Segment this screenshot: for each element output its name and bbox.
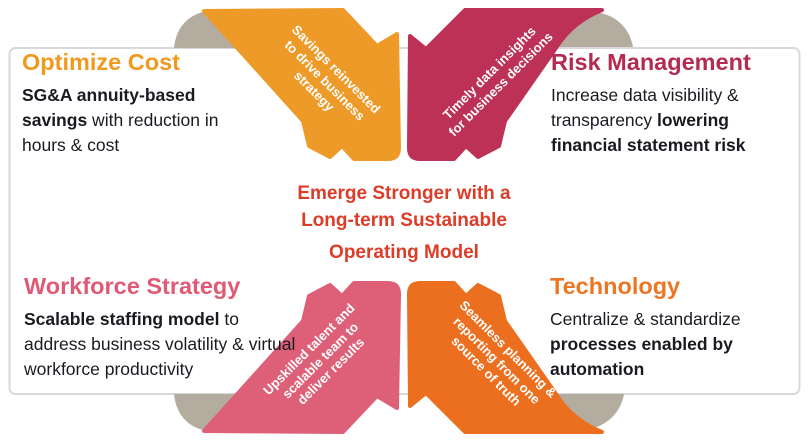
risk-management-body-lead: Increase data visibility & transparency [551, 85, 739, 130]
center-message-line: Long-term Sustainable [301, 210, 507, 231]
technology-body-lead: Centralize & standardize [550, 309, 741, 329]
workforce-strategy-title: Workforce Strategy [24, 273, 241, 299]
center-message-line: Operating Model [329, 242, 479, 263]
technology-title: Technology [550, 273, 681, 299]
workforce-strategy-body: Scalable staffing model to address busin… [24, 307, 296, 382]
panel-background [8, 47, 801, 395]
optimize-cost-body-bold: SG&A annuity-based savings [22, 85, 196, 130]
workforce-strategy-body-bold: Scalable staffing model [24, 309, 220, 329]
quadrant-technology: Technology Centralize & standardize proc… [550, 272, 785, 382]
optimize-cost-body-rest: with reduction in hours & cost [22, 110, 219, 155]
ribbon-arrow-top-left [202, 8, 401, 161]
center-message-line: Emerge Stronger with a [297, 183, 511, 204]
center-message: Emerge Stronger with a Long-term Sustain… [244, 180, 564, 266]
risk-management-title: Risk Management [551, 49, 751, 75]
ribbon-arrow-top-right [407, 8, 604, 161]
optimize-cost-title: Optimize Cost [22, 49, 180, 75]
ribbon-arrow-bottom-right [407, 281, 604, 434]
workforce-strategy-body-rest: to address business volatility & virtual… [24, 309, 296, 379]
technology-body: Centralize & standardize processes enabl… [550, 307, 785, 382]
quadrant-optimize-cost: Optimize Cost SG&A annuity-based savings… [22, 48, 237, 158]
ribbon-arrow-bottom-left [202, 281, 401, 434]
optimize-cost-body: SG&A annuity-based savings with reductio… [22, 83, 237, 158]
technology-body-bold: processes enabled by automation [550, 334, 733, 379]
quadrant-risk-management: Risk Management Increase data visibility… [551, 48, 791, 158]
risk-management-body: Increase data visibility & transparency … [551, 83, 791, 158]
quadrant-workforce-strategy: Workforce Strategy Scalable staffing mod… [24, 272, 296, 382]
risk-management-body-bold: lowering financial statement risk [551, 110, 746, 155]
